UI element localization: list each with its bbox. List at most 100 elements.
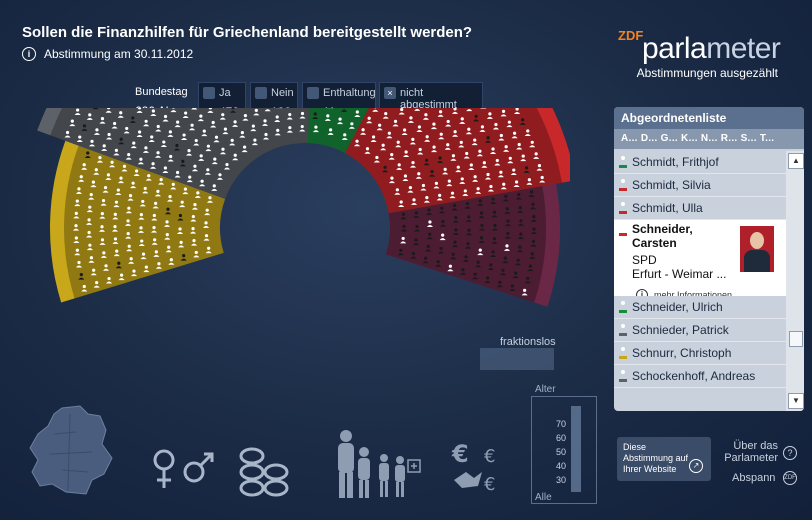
seat[interactable] xyxy=(232,153,239,161)
seat[interactable] xyxy=(424,135,431,142)
seat[interactable] xyxy=(197,114,204,122)
seat[interactable] xyxy=(167,130,174,137)
fraktionslos-area[interactable] xyxy=(480,348,554,370)
seat[interactable] xyxy=(173,143,180,151)
credits-icon[interactable]: ZDF xyxy=(783,471,797,485)
gender-icon[interactable] xyxy=(150,444,220,494)
seat[interactable] xyxy=(400,236,407,244)
seat[interactable] xyxy=(396,163,403,170)
seat[interactable] xyxy=(167,154,174,162)
seat[interactable] xyxy=(99,238,106,245)
seat[interactable] xyxy=(341,108,348,112)
seat[interactable] xyxy=(429,169,436,177)
seat[interactable] xyxy=(180,253,187,261)
seat[interactable] xyxy=(170,182,177,190)
seat[interactable] xyxy=(125,206,132,214)
seat[interactable] xyxy=(125,153,132,160)
seat[interactable] xyxy=(142,146,149,153)
seat[interactable] xyxy=(88,256,95,263)
seat[interactable] xyxy=(514,108,521,114)
seat[interactable] xyxy=(191,239,198,246)
seat[interactable] xyxy=(112,237,119,244)
seat[interactable] xyxy=(103,264,110,271)
seat[interactable] xyxy=(170,108,177,113)
scroll-thumb[interactable] xyxy=(789,331,803,347)
seat[interactable] xyxy=(507,156,514,164)
seat[interactable] xyxy=(486,112,493,119)
seat[interactable] xyxy=(386,131,393,139)
seat[interactable] xyxy=(262,132,269,140)
seat[interactable] xyxy=(106,276,113,284)
seat[interactable] xyxy=(445,119,452,127)
seat[interactable] xyxy=(151,238,158,245)
seat[interactable] xyxy=(504,219,511,227)
seat[interactable] xyxy=(413,224,420,232)
seat[interactable] xyxy=(382,111,389,119)
seat[interactable] xyxy=(76,260,83,268)
seat[interactable] xyxy=(181,133,188,141)
seat[interactable] xyxy=(86,205,93,213)
seat[interactable] xyxy=(123,126,130,134)
seat[interactable] xyxy=(92,108,99,110)
seat[interactable] xyxy=(86,218,93,225)
seat[interactable] xyxy=(449,191,456,199)
seat[interactable] xyxy=(337,117,344,125)
seat[interactable] xyxy=(174,170,181,178)
list-item[interactable]: Schnieder, Patrick xyxy=(614,319,786,342)
seat[interactable] xyxy=(274,115,281,123)
seat[interactable] xyxy=(126,244,133,252)
seat[interactable] xyxy=(112,212,119,220)
seat[interactable] xyxy=(69,119,76,127)
seat[interactable] xyxy=(174,120,181,128)
seat[interactable] xyxy=(463,151,470,159)
seat[interactable] xyxy=(476,149,483,157)
seat[interactable] xyxy=(191,108,198,110)
seat[interactable] xyxy=(158,178,165,185)
seat[interactable] xyxy=(536,163,543,171)
seat[interactable] xyxy=(152,201,159,209)
seat[interactable] xyxy=(415,172,422,179)
seat[interactable] xyxy=(93,280,100,288)
seat[interactable] xyxy=(84,151,91,158)
seat[interactable] xyxy=(117,111,124,118)
seat[interactable] xyxy=(515,192,522,200)
list-item[interactable]: Schmidt, Frithjof xyxy=(614,151,786,174)
seat[interactable] xyxy=(73,236,80,243)
seat[interactable] xyxy=(99,212,106,219)
seat[interactable] xyxy=(528,190,535,197)
list-item[interactable]: Schmidt, Ulla xyxy=(614,197,786,220)
seat[interactable] xyxy=(74,248,81,256)
seat[interactable] xyxy=(479,223,485,231)
seat[interactable] xyxy=(155,151,162,158)
seat[interactable] xyxy=(312,125,319,133)
seat[interactable] xyxy=(479,125,486,132)
seat[interactable] xyxy=(464,202,471,209)
scroll-down-icon[interactable]: ▼ xyxy=(788,393,804,409)
seat[interactable] xyxy=(370,135,377,142)
seat[interactable] xyxy=(417,147,424,155)
seat[interactable] xyxy=(182,187,189,195)
seat[interactable] xyxy=(530,227,537,235)
seat[interactable] xyxy=(455,165,462,173)
seat[interactable] xyxy=(222,127,229,135)
seat[interactable] xyxy=(392,119,399,127)
seat[interactable] xyxy=(99,225,106,232)
seat[interactable] xyxy=(446,179,453,187)
seat[interactable] xyxy=(459,117,466,124)
seat[interactable] xyxy=(74,108,81,116)
seat[interactable] xyxy=(503,145,510,152)
seat[interactable] xyxy=(388,176,395,184)
seat[interactable] xyxy=(517,219,524,226)
seat[interactable] xyxy=(539,175,546,183)
seat[interactable] xyxy=(198,154,205,161)
seat[interactable] xyxy=(312,112,319,119)
seat[interactable] xyxy=(413,238,420,246)
seat[interactable] xyxy=(155,262,162,269)
seat[interactable] xyxy=(403,150,410,158)
seat[interactable] xyxy=(177,227,184,234)
seat[interactable] xyxy=(509,284,516,291)
help-icon[interactable]: ? xyxy=(783,446,797,460)
seat[interactable] xyxy=(503,244,510,251)
seat[interactable] xyxy=(480,108,487,109)
seat[interactable] xyxy=(232,120,239,127)
